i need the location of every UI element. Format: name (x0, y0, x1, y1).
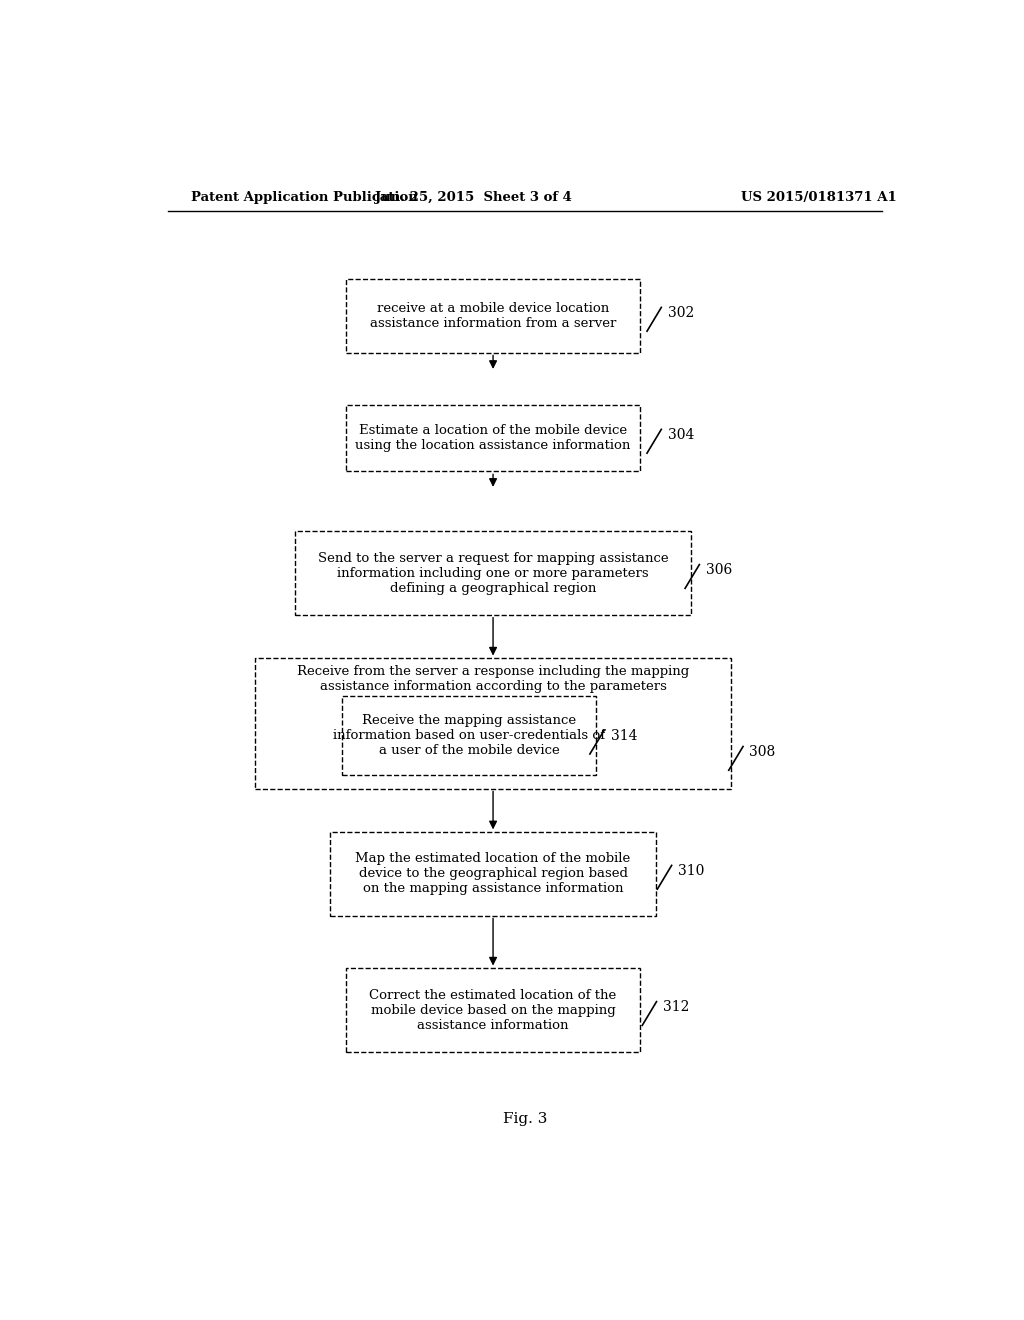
FancyBboxPatch shape (346, 280, 640, 352)
Text: Correct the estimated location of the
mobile device based on the mapping
assista: Correct the estimated location of the mo… (370, 989, 616, 1032)
Text: 306: 306 (706, 564, 732, 577)
Text: US 2015/0181371 A1: US 2015/0181371 A1 (740, 190, 896, 203)
Text: Fig. 3: Fig. 3 (503, 1111, 547, 1126)
Text: 304: 304 (668, 428, 694, 442)
Text: Send to the server a request for mapping assistance
information including one or: Send to the server a request for mapping… (317, 552, 669, 594)
FancyBboxPatch shape (346, 405, 640, 471)
Text: receive at a mobile device location
assistance information from a server: receive at a mobile device location assi… (370, 302, 616, 330)
Text: 302: 302 (668, 306, 694, 319)
Text: 314: 314 (610, 729, 637, 743)
Text: 308: 308 (750, 744, 775, 759)
FancyBboxPatch shape (331, 833, 655, 916)
Text: 310: 310 (678, 863, 705, 878)
FancyBboxPatch shape (295, 532, 691, 615)
Text: 312: 312 (663, 1001, 689, 1014)
FancyBboxPatch shape (346, 969, 640, 1052)
Text: Receive from the server a response including the mapping
assistance information : Receive from the server a response inclu… (297, 665, 689, 693)
Text: Receive the mapping assistance
information based on user-credentials of
a user o: Receive the mapping assistance informati… (333, 714, 605, 758)
FancyBboxPatch shape (255, 659, 731, 788)
Text: Jun. 25, 2015  Sheet 3 of 4: Jun. 25, 2015 Sheet 3 of 4 (375, 190, 571, 203)
Text: Estimate a location of the mobile device
using the location assistance informati: Estimate a location of the mobile device… (355, 424, 631, 451)
Text: Map the estimated location of the mobile
device to the geographical region based: Map the estimated location of the mobile… (355, 853, 631, 895)
Text: Patent Application Publication: Patent Application Publication (191, 190, 418, 203)
FancyBboxPatch shape (342, 696, 596, 775)
